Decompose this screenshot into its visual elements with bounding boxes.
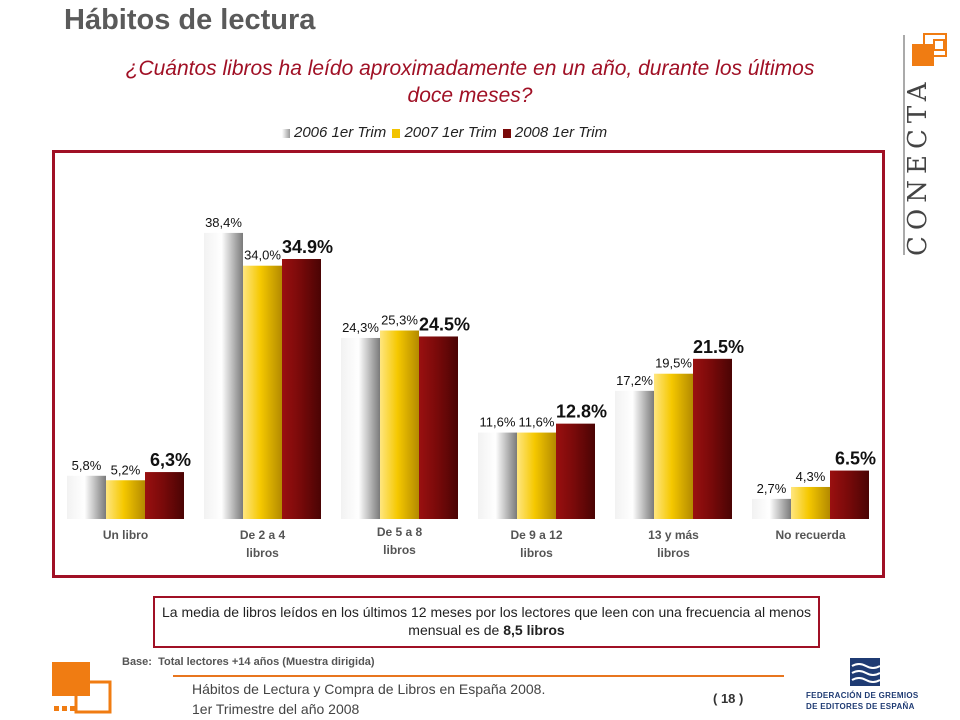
category-label-0: Un libro <box>103 528 148 542</box>
mean-note: La media de libros leídos en los últimos… <box>153 596 820 648</box>
data-label-2006-3: 11,6% <box>480 415 516 430</box>
base-note: Base: Total lectores +14 años (Muestra d… <box>122 656 375 668</box>
data-label-2006-5: 2,7% <box>757 481 787 496</box>
category-label-2: De 5 a 8 libros <box>377 525 423 557</box>
data-label-2008-0: 6,3% <box>150 450 191 470</box>
chart-frame <box>52 150 885 578</box>
mean-note-value: 8,5 libros <box>503 622 565 638</box>
category-label-5: No recuerda <box>775 528 845 542</box>
footer-divider <box>173 675 784 677</box>
base-value: Total lectores +14 años (Muestra dirigid… <box>158 656 375 668</box>
category-label-4: 13 y más libros <box>648 528 699 560</box>
bar-2007-0 <box>106 480 145 519</box>
data-label-2006-4: 17,2% <box>616 373 653 388</box>
category-label-3: De 9 a 12 libros <box>510 528 562 560</box>
data-label-2008-4: 21.5% <box>693 337 744 357</box>
legend-label-2007: 2007 1er Trim <box>404 124 497 141</box>
bar-2007-1 <box>243 265 282 519</box>
legend-swatch-2008 <box>502 128 511 138</box>
fge-logo-icon <box>850 658 881 686</box>
legend-label-2008: 2008 1er Trim <box>514 124 608 141</box>
fge-line1: FEDERACIÓN DE GREMIOS <box>806 691 919 700</box>
bar-2008-4 <box>693 358 732 519</box>
data-label-2008-1: 34.9% <box>282 237 333 257</box>
bar-2008-1 <box>282 258 321 519</box>
data-label-2008-3: 12.8% <box>556 402 607 422</box>
data-label-2006-1: 38,4% <box>205 215 242 230</box>
data-label-2007-1: 34,0% <box>244 248 281 263</box>
chart-legend: 2006 1er Trim 2007 1er Trim 2008 1er Tri… <box>282 124 609 141</box>
bar-2006-5 <box>752 498 791 519</box>
legend-swatch-2006 <box>282 128 290 138</box>
footer-report-title: Hábitos de Lectura y Compra de Libros en… <box>192 681 546 697</box>
bar-2007-3 <box>517 432 556 519</box>
bar-2006-3 <box>478 432 517 519</box>
bar-2006-2 <box>341 337 380 519</box>
data-label-2007-2: 25,3% <box>381 313 418 328</box>
bar-2006-1 <box>204 232 243 520</box>
legend-item-2008: 2008 1er Trim <box>502 124 608 141</box>
legend-swatch-2007 <box>392 128 401 138</box>
squares-logo-icon <box>52 662 112 714</box>
data-label-2007-0: 5,2% <box>111 462 141 477</box>
bar-chart: 5,8% 5,2% 6,3% Un libro 38,4% 34,0% 34.9% De 2 … <box>67 215 876 560</box>
fge-line2: DE EDITORES DE ESPAÑA <box>806 702 915 711</box>
mean-note-text: La media de libros leídos en los últimos… <box>161 604 812 638</box>
legend-label-2006: 2006 1er Trim <box>294 124 387 141</box>
conecta-logo-icon <box>903 33 947 255</box>
bar-2006-4 <box>615 390 654 519</box>
data-label-2006-2: 24,3% <box>342 320 379 335</box>
legend-item-2006: 2006 1er Trim <box>282 124 386 141</box>
category-label-1: De 2 a 4 libros <box>240 528 286 560</box>
data-label-2008-2: 24.5% <box>419 314 470 334</box>
survey-question: ¿Cuántos libros ha leído aproximadamente… <box>125 57 815 107</box>
bar-2008-2 <box>419 336 458 519</box>
bar-2007-4 <box>654 373 693 519</box>
page-number: ( 18 ) <box>713 691 744 706</box>
base-label: Base: <box>122 656 152 668</box>
page-title: Hábitos de lectura <box>64 4 316 36</box>
bar-2007-2 <box>380 330 419 519</box>
data-label-2007-4: 19,5% <box>655 356 692 371</box>
bar-2008-3 <box>556 423 595 519</box>
bar-2008-5 <box>830 470 869 519</box>
footer-period: 1er Trimestre del año 2008 <box>192 701 360 717</box>
data-label-2006-0: 5,8% <box>72 458 102 473</box>
data-label-2007-3: 11,6% <box>519 415 555 430</box>
data-label-2008-5: 6.5% <box>835 449 876 469</box>
bar-2007-5 <box>791 486 830 519</box>
conecta-wordmark: CONECTA <box>903 76 933 256</box>
legend-item-2007: 2007 1er Trim <box>392 124 497 141</box>
fge-wordmark: FEDERACIÓN DE GREMIOS DE EDITORES DE ESP… <box>806 690 919 712</box>
data-label-2007-5: 4,3% <box>796 469 826 484</box>
bar-2006-0 <box>67 475 106 519</box>
bar-2008-0 <box>145 472 184 519</box>
